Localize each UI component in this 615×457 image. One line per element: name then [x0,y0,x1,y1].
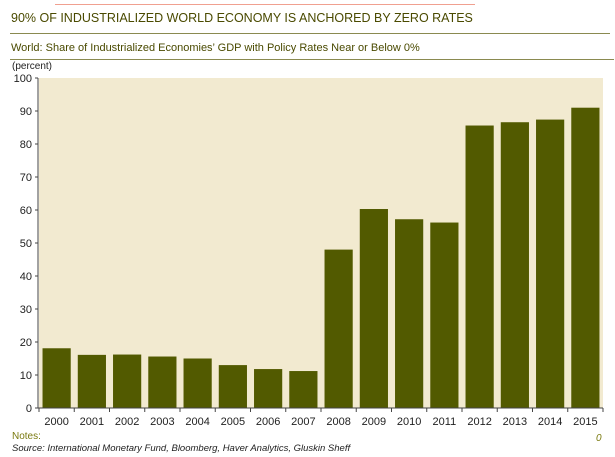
x-tick-label: 2015 [573,416,597,428]
y-axis-label: (percent) [12,61,53,72]
bar-2004 [183,358,212,408]
x-tick-label: 2001 [80,416,104,428]
bar-2014 [536,119,565,408]
bar-2015 [571,107,600,408]
x-tick-label: 2004 [185,416,209,428]
bar-2002 [113,354,142,408]
x-tick-label: 2013 [503,416,527,428]
y-tick-label: 100 [14,73,32,85]
bar-2010 [395,219,424,408]
x-tick-label: 2014 [538,416,562,428]
x-tick-label: 2003 [150,416,174,428]
y-tick-label: 10 [20,370,32,382]
bar-2009 [359,209,388,408]
page-title: 90% OF INDUSTRIALIZED WORLD ECONOMY IS A… [11,11,473,25]
y-tick-label: 80 [20,139,32,151]
bar-2006 [254,369,283,408]
y-tick-label: 70 [20,172,32,184]
bar-2012 [465,125,494,409]
chart-title: World: Share of Industrialized Economies… [11,42,420,54]
divider [10,33,610,34]
source-note: Source: International Monetary Fund, Blo… [12,443,351,454]
y-tick-label: 0 [26,403,32,415]
decorative-line [55,4,475,5]
bar-2008 [324,249,353,408]
x-tick-label: 2009 [362,416,386,428]
bar-2001 [77,354,106,408]
x-tick-label: 2008 [326,416,350,428]
y-tick-label: 40 [20,271,32,283]
divider [10,59,614,60]
x-tick-label: 2006 [256,416,280,428]
x-tick-label: 2010 [397,416,421,428]
x-tick-label: 2011 [433,416,457,428]
y-tick-label: 50 [20,238,32,250]
notes-label: Notes: [12,431,41,442]
x-tick-label: 2005 [221,416,245,428]
y-tick-label: 60 [20,205,32,217]
bar-2011 [430,222,459,408]
x-tick-label: 2007 [291,416,315,428]
x-tick-label: 2000 [44,416,68,428]
bar-2000 [42,348,71,408]
bar-2013 [500,122,529,408]
page-marker: 0 [596,433,602,444]
x-tick-label: 2002 [115,416,139,428]
bar-2003 [148,356,177,408]
bar-2005 [218,365,247,408]
bar-2007 [289,371,318,408]
y-tick-label: 30 [20,304,32,316]
x-tick-label: 2012 [467,416,491,428]
y-tick-label: 90 [20,106,32,118]
y-tick-label: 20 [20,337,32,349]
